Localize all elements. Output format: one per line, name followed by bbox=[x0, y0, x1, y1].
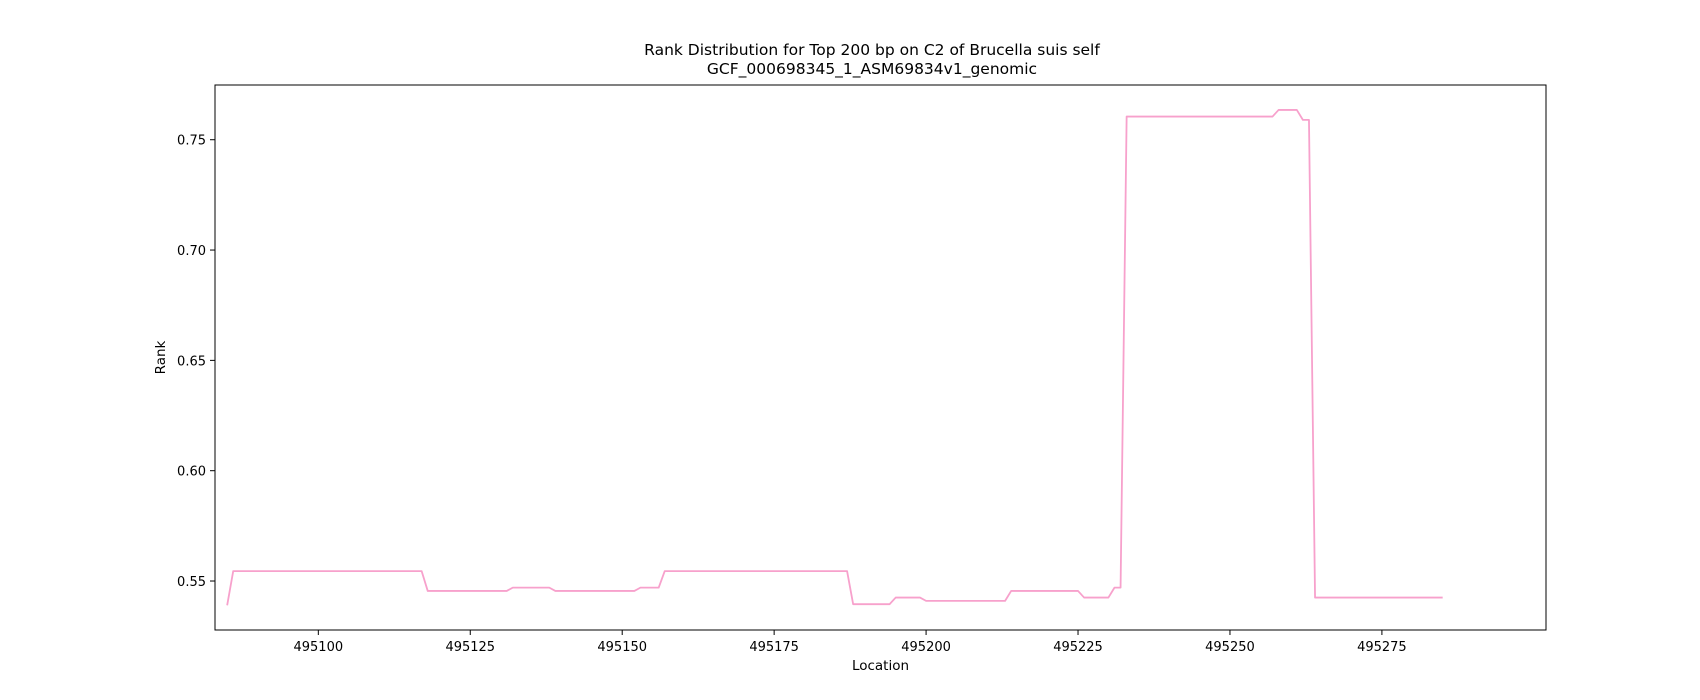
y-tick-label: 0.75 bbox=[177, 134, 206, 149]
y-tick-label: 0.60 bbox=[177, 465, 206, 480]
x-tick-label: 495150 bbox=[597, 640, 647, 655]
chart-title: Rank Distribution for Top 200 bp on C2 o… bbox=[644, 41, 1100, 59]
x-axis-label: Location bbox=[852, 658, 909, 674]
x-tick-label: 495275 bbox=[1357, 640, 1407, 655]
chart-subtitle: GCF_000698345_1_ASM69834v1_genomic bbox=[706, 59, 1038, 78]
series-line bbox=[226, 109, 1443, 606]
y-axis-label: Rank bbox=[153, 340, 169, 374]
x-tick-label: 495100 bbox=[293, 640, 343, 655]
plot-area-frame bbox=[214, 84, 1547, 631]
y-tick-label: 0.70 bbox=[177, 244, 206, 259]
x-tick-label: 495200 bbox=[901, 640, 951, 655]
x-tick-label: 495250 bbox=[1205, 640, 1255, 655]
ticks-layer: 495100 495125 495150 495175 495200 495225 4952… bbox=[177, 134, 1407, 655]
chart-title-block: Rank Distribution for Top 200 bp on C2 o… bbox=[0, 41, 1700, 78]
x-tick-label: 495125 bbox=[445, 640, 495, 655]
series-layer bbox=[226, 109, 1443, 606]
y-tick-label: 0.65 bbox=[177, 354, 206, 369]
y-tick-label: 0.55 bbox=[177, 575, 206, 590]
x-tick-label: 495225 bbox=[1053, 640, 1103, 655]
x-tick-label: 495175 bbox=[749, 640, 799, 655]
